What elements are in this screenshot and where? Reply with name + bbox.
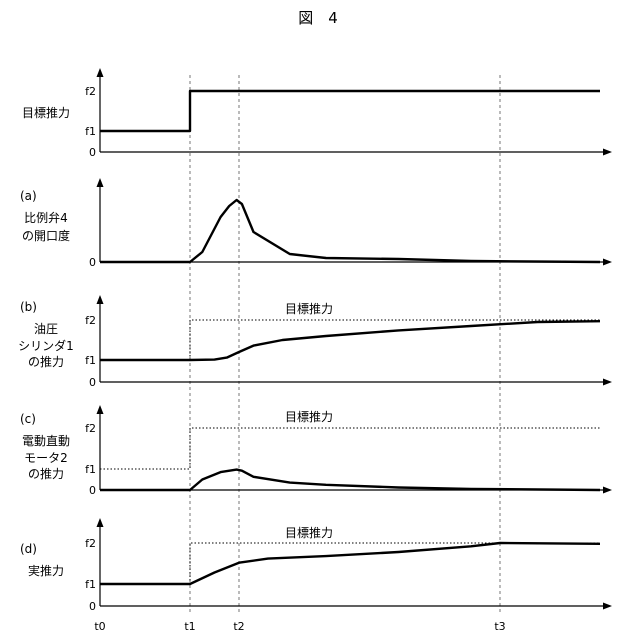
y-axis-label: の開口度 bbox=[22, 228, 70, 243]
time-label-t3: t3 bbox=[494, 620, 505, 633]
y-axis-label: 比例弁4 bbox=[24, 210, 68, 225]
panel-prefix: (b) bbox=[20, 300, 37, 314]
y-tick-label-0: 0 bbox=[89, 484, 96, 497]
y-axis-label: 油圧 bbox=[34, 322, 58, 336]
y-axis-label: シリンダ1 bbox=[18, 338, 74, 353]
x-axis-arrow bbox=[603, 379, 612, 386]
y-tick-label-f2: f2 bbox=[85, 314, 96, 327]
y-tick-label-f2: f2 bbox=[85, 85, 96, 98]
y-axis-label: 目標推力 bbox=[22, 106, 70, 120]
y-tick-label-f1: f1 bbox=[85, 125, 96, 138]
panel-prefix: (a) bbox=[20, 189, 37, 203]
y-axis-label: 電動直動 bbox=[22, 434, 70, 448]
y-tick-label-0: 0 bbox=[89, 376, 96, 389]
time-axis-labels: t0 t1 t2 t3 bbox=[94, 620, 505, 633]
target-thrust-reference-line bbox=[190, 320, 600, 360]
x-axis-arrow bbox=[603, 149, 612, 156]
target-thrust-annotation: 目標推力 bbox=[285, 302, 333, 316]
panel-4: f2 f1 0 (c) 電動直動モータ2 の推力 目標推力 bbox=[20, 405, 612, 497]
response-curve bbox=[100, 321, 600, 360]
panel-prefix: (d) bbox=[20, 542, 37, 556]
y-tick-label-f1: f1 bbox=[85, 354, 96, 367]
time-label-t2: t2 bbox=[233, 620, 244, 633]
y-tick-label-f1: f1 bbox=[85, 463, 96, 476]
y-axis-arrow bbox=[97, 518, 104, 527]
target-thrust-reference-line bbox=[190, 543, 600, 584]
panel-3: f2 f1 0 (b) 油圧シリンダ1 の推力 目標推力 bbox=[18, 295, 612, 389]
x-axis-arrow bbox=[603, 259, 612, 266]
chart-panels: f2f10目標推力0(a)比例弁4の開口度f2f10(b)油圧シリンダ1の推力目… bbox=[18, 68, 612, 613]
panel-5: f2 f1 0 (d) 実推力 目標推力 bbox=[20, 518, 612, 613]
x-axis-arrow bbox=[603, 603, 612, 610]
time-guide-lines bbox=[190, 75, 500, 612]
response-curve bbox=[100, 91, 600, 131]
y-axis-label: の推力 bbox=[28, 467, 64, 481]
y-tick-label-0: 0 bbox=[89, 256, 96, 269]
y-tick-label-0: 0 bbox=[89, 600, 96, 613]
target-thrust-annotation: 目標推力 bbox=[285, 526, 333, 540]
y-tick-label-f2: f2 bbox=[85, 537, 96, 550]
y-axis-label: 実推力 bbox=[28, 563, 64, 578]
y-axis-arrow bbox=[97, 178, 104, 187]
y-axis-arrow bbox=[97, 68, 104, 77]
time-label-t0: t0 bbox=[94, 620, 105, 633]
target-thrust-annotation: 目標推力 bbox=[285, 410, 333, 424]
response-curve bbox=[100, 543, 600, 584]
response-curve bbox=[100, 470, 600, 490]
panel-1: f2 f1 0 目標推力 bbox=[22, 68, 612, 159]
response-curve bbox=[100, 200, 600, 262]
y-axis-label: モータ2 bbox=[24, 451, 68, 465]
y-axis-label: の推力 bbox=[28, 355, 64, 369]
y-axis-arrow bbox=[97, 405, 104, 414]
panel-prefix: (c) bbox=[20, 412, 36, 426]
y-axis-arrow bbox=[97, 295, 104, 304]
panel-2: 0 (a) 比例弁4 の開口度 bbox=[20, 178, 612, 269]
target-thrust-reference-line bbox=[100, 428, 600, 469]
y-tick-label-0: 0 bbox=[89, 146, 96, 159]
time-label-t1: t1 bbox=[184, 620, 195, 633]
x-axis-arrow bbox=[603, 487, 612, 494]
figure-title: 図 4 bbox=[298, 9, 338, 27]
y-tick-label-f1: f1 bbox=[85, 578, 96, 591]
y-tick-label-f2: f2 bbox=[85, 422, 96, 435]
